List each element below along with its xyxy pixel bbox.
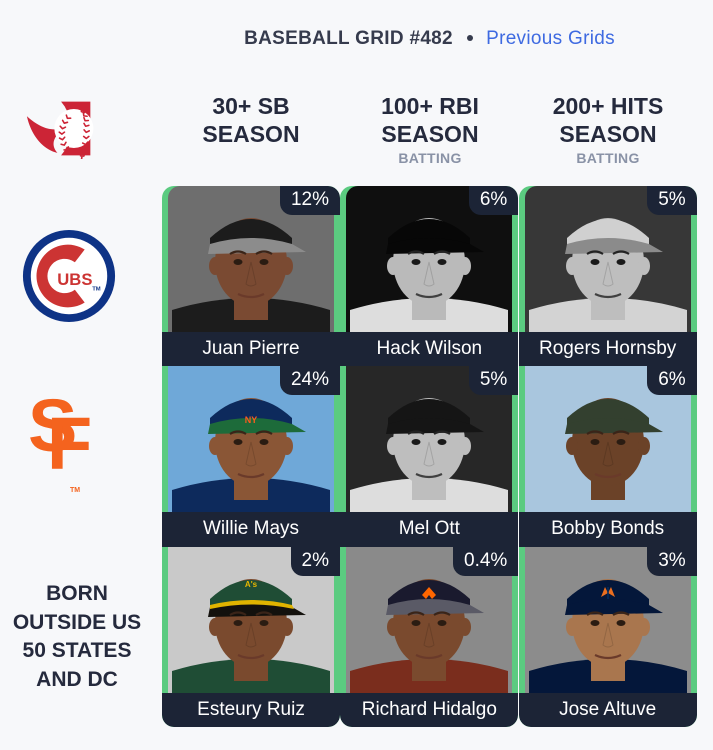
- svg-text:NY: NY: [245, 415, 258, 425]
- svg-text:TM: TM: [92, 287, 101, 293]
- svg-text:UBS: UBS: [57, 270, 92, 289]
- svg-text:A's: A's: [245, 580, 258, 589]
